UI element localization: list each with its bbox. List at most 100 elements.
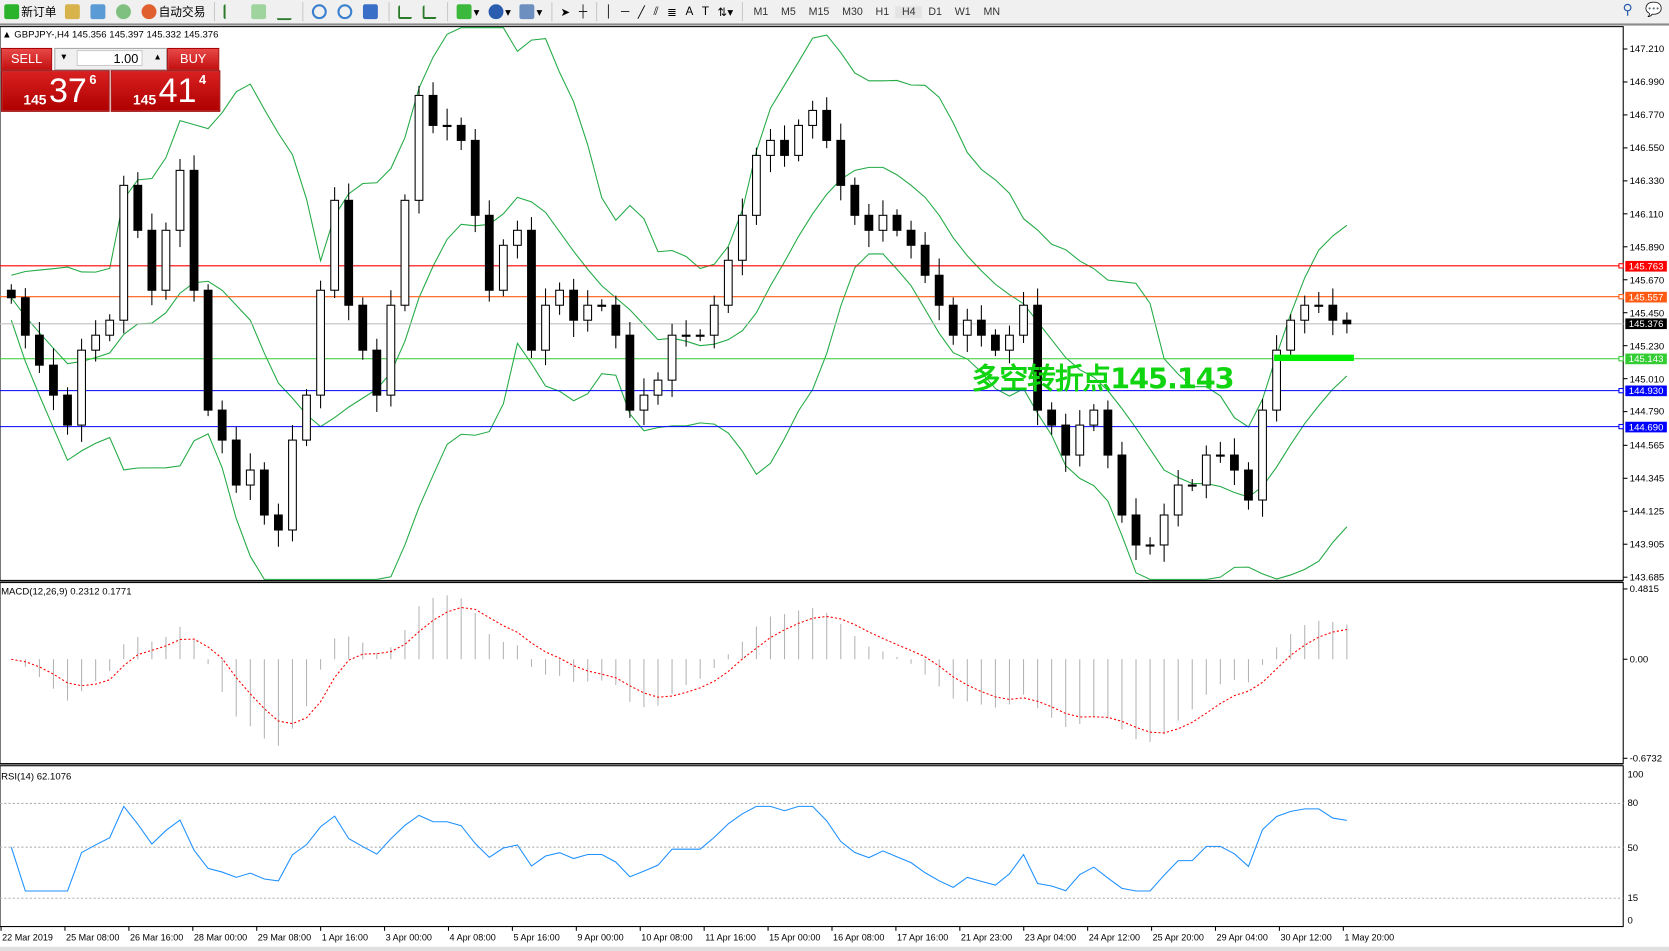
timeframe-mn[interactable]: MN bbox=[983, 5, 1001, 18]
cursor-icon: ➤ bbox=[560, 5, 571, 19]
sell-price-big: 145 bbox=[23, 91, 47, 108]
candle-bull bbox=[442, 124, 452, 128]
candle-bear bbox=[147, 229, 157, 291]
equidistant-channel-icon: ⫽ bbox=[653, 4, 659, 18]
candle-bear bbox=[822, 109, 832, 141]
timeframe-w1[interactable]: W1 bbox=[954, 5, 971, 18]
price-label: 144.565 bbox=[1629, 439, 1665, 451]
indicators-icon bbox=[456, 4, 472, 20]
tile-windows-button[interactable] bbox=[359, 1, 385, 22]
buy-price-pip: 4 bbox=[199, 72, 207, 88]
lot-stepper[interactable]: ▼ 1.00 ▲ bbox=[54, 47, 168, 71]
timeframe-d1[interactable]: D1 bbox=[928, 5, 942, 18]
buy-button[interactable]: BUY bbox=[167, 47, 220, 71]
lot-decrease-button[interactable]: ▼ bbox=[59, 52, 69, 62]
equidistant-channel-button[interactable]: ⫽ bbox=[649, 1, 663, 22]
time-label: 5 Apr 16:00 bbox=[513, 931, 560, 943]
level-handle bbox=[1618, 423, 1624, 430]
zoom-in-button[interactable] bbox=[308, 1, 334, 22]
buy-price[interactable]: 145 41 4 bbox=[110, 70, 221, 112]
rsi-axis-label: 50 bbox=[1627, 841, 1639, 853]
periods-button[interactable]: ▾ bbox=[484, 1, 515, 22]
one-click-trading-panel: SELL ▼ 1.00 ▲ BUY 145 37 6 145 41 4 bbox=[0, 46, 221, 112]
sell-price[interactable]: 145 37 6 bbox=[1, 70, 110, 112]
candle-bear bbox=[1103, 409, 1113, 456]
timeframe-m1[interactable]: M1 bbox=[753, 5, 769, 18]
candle-bear bbox=[948, 304, 958, 336]
horizontal-line-icon: ─ bbox=[621, 5, 630, 19]
auto-trading-button[interactable]: 自动交易 bbox=[137, 1, 209, 22]
candle-bear bbox=[976, 319, 986, 336]
macd-pane-frame bbox=[0, 582, 1624, 765]
trendline-icon: ╱ bbox=[637, 5, 645, 19]
chat-icon[interactable]: 💬 bbox=[1645, 1, 1663, 18]
templates-button[interactable]: ▾ bbox=[515, 1, 546, 22]
fibonacci-button[interactable]: ≣ bbox=[663, 1, 681, 22]
level-handle bbox=[1618, 356, 1624, 362]
candle-bull bbox=[752, 154, 761, 216]
macd-label: MACD(12,26,9) 0.2312 0.1771 bbox=[1, 585, 132, 597]
autoscroll-button[interactable] bbox=[394, 1, 418, 22]
text-label-button[interactable]: T bbox=[698, 1, 714, 22]
candle-bull bbox=[161, 229, 171, 291]
signal-icon bbox=[116, 4, 131, 20]
candle-bear bbox=[850, 184, 860, 216]
history-button[interactable] bbox=[61, 1, 87, 22]
candle-bull bbox=[1272, 349, 1281, 411]
timeframe-m30[interactable]: M30 bbox=[842, 5, 863, 18]
arrows-button[interactable]: ⇅▾ bbox=[713, 1, 737, 22]
candle-bear bbox=[1117, 454, 1127, 516]
timeframe-m5[interactable]: M5 bbox=[781, 5, 796, 18]
signal-button[interactable] bbox=[112, 1, 138, 22]
line-chart-button[interactable] bbox=[272, 1, 298, 22]
candle-bull bbox=[91, 334, 101, 351]
vertical-line-button[interactable]: │ bbox=[601, 1, 617, 22]
fibonacci-icon: ≣ bbox=[667, 5, 677, 19]
bar-chart-button[interactable] bbox=[219, 1, 247, 22]
candle-bull bbox=[541, 304, 550, 351]
cursor-button[interactable]: ➤ bbox=[556, 1, 574, 22]
timeframe-m15[interactable]: M15 bbox=[808, 5, 830, 18]
candle-bull bbox=[302, 394, 311, 441]
trendline-button[interactable]: ╱ bbox=[634, 1, 650, 22]
horizontal-line-button[interactable]: ─ bbox=[617, 1, 634, 22]
candle-bear bbox=[217, 409, 227, 441]
price-level-tag: 145.557 bbox=[1625, 291, 1667, 302]
zoom-out-icon bbox=[337, 4, 353, 20]
rsi-axis-label: 15 bbox=[1627, 892, 1639, 904]
lot-increase-button[interactable]: ▲ bbox=[153, 52, 162, 62]
price-label: 144.125 bbox=[1629, 505, 1665, 517]
price-label: 145.670 bbox=[1629, 274, 1665, 286]
symbol-ohlc: GBPJPY-,H4 145.356 145.397 145.332 145.3… bbox=[14, 28, 219, 40]
timeframe-h4[interactable]: H4 bbox=[895, 5, 922, 18]
search-icon[interactable]: ⚲ bbox=[1622, 1, 1633, 18]
separator bbox=[213, 2, 216, 22]
candle-bear bbox=[231, 439, 241, 486]
lot-input[interactable]: 1.00 bbox=[76, 50, 143, 67]
crosshair-button[interactable]: ┼ bbox=[575, 1, 592, 22]
price-level-tag: 145.763 bbox=[1625, 260, 1667, 272]
chart-shift-button[interactable] bbox=[418, 1, 442, 22]
separator bbox=[302, 2, 304, 22]
new-order-button[interactable]: 新订单 bbox=[0, 1, 61, 22]
sell-button[interactable]: SELL bbox=[1, 47, 53, 71]
candle-bear bbox=[484, 214, 494, 291]
candle-bear bbox=[6, 289, 16, 299]
candle-bear bbox=[611, 304, 621, 336]
timeframe-h1[interactable]: H1 bbox=[875, 5, 890, 18]
candle-bull bbox=[1314, 304, 1324, 307]
separator bbox=[447, 2, 449, 22]
candlestick-button[interactable] bbox=[247, 1, 273, 22]
candle-bull bbox=[386, 304, 396, 396]
zoom-out-button[interactable] bbox=[333, 1, 359, 22]
price-label: 146.550 bbox=[1629, 142, 1665, 154]
terminal-button[interactable] bbox=[86, 1, 112, 22]
candle-bull bbox=[695, 334, 705, 337]
bar-chart-icon bbox=[223, 4, 241, 20]
text-button[interactable]: A bbox=[681, 1, 697, 22]
candle-bull bbox=[513, 229, 522, 246]
indicators-button[interactable]: ▾ bbox=[452, 1, 483, 22]
price-label: 143.905 bbox=[1629, 538, 1665, 550]
chart-shift-icon bbox=[422, 4, 437, 19]
